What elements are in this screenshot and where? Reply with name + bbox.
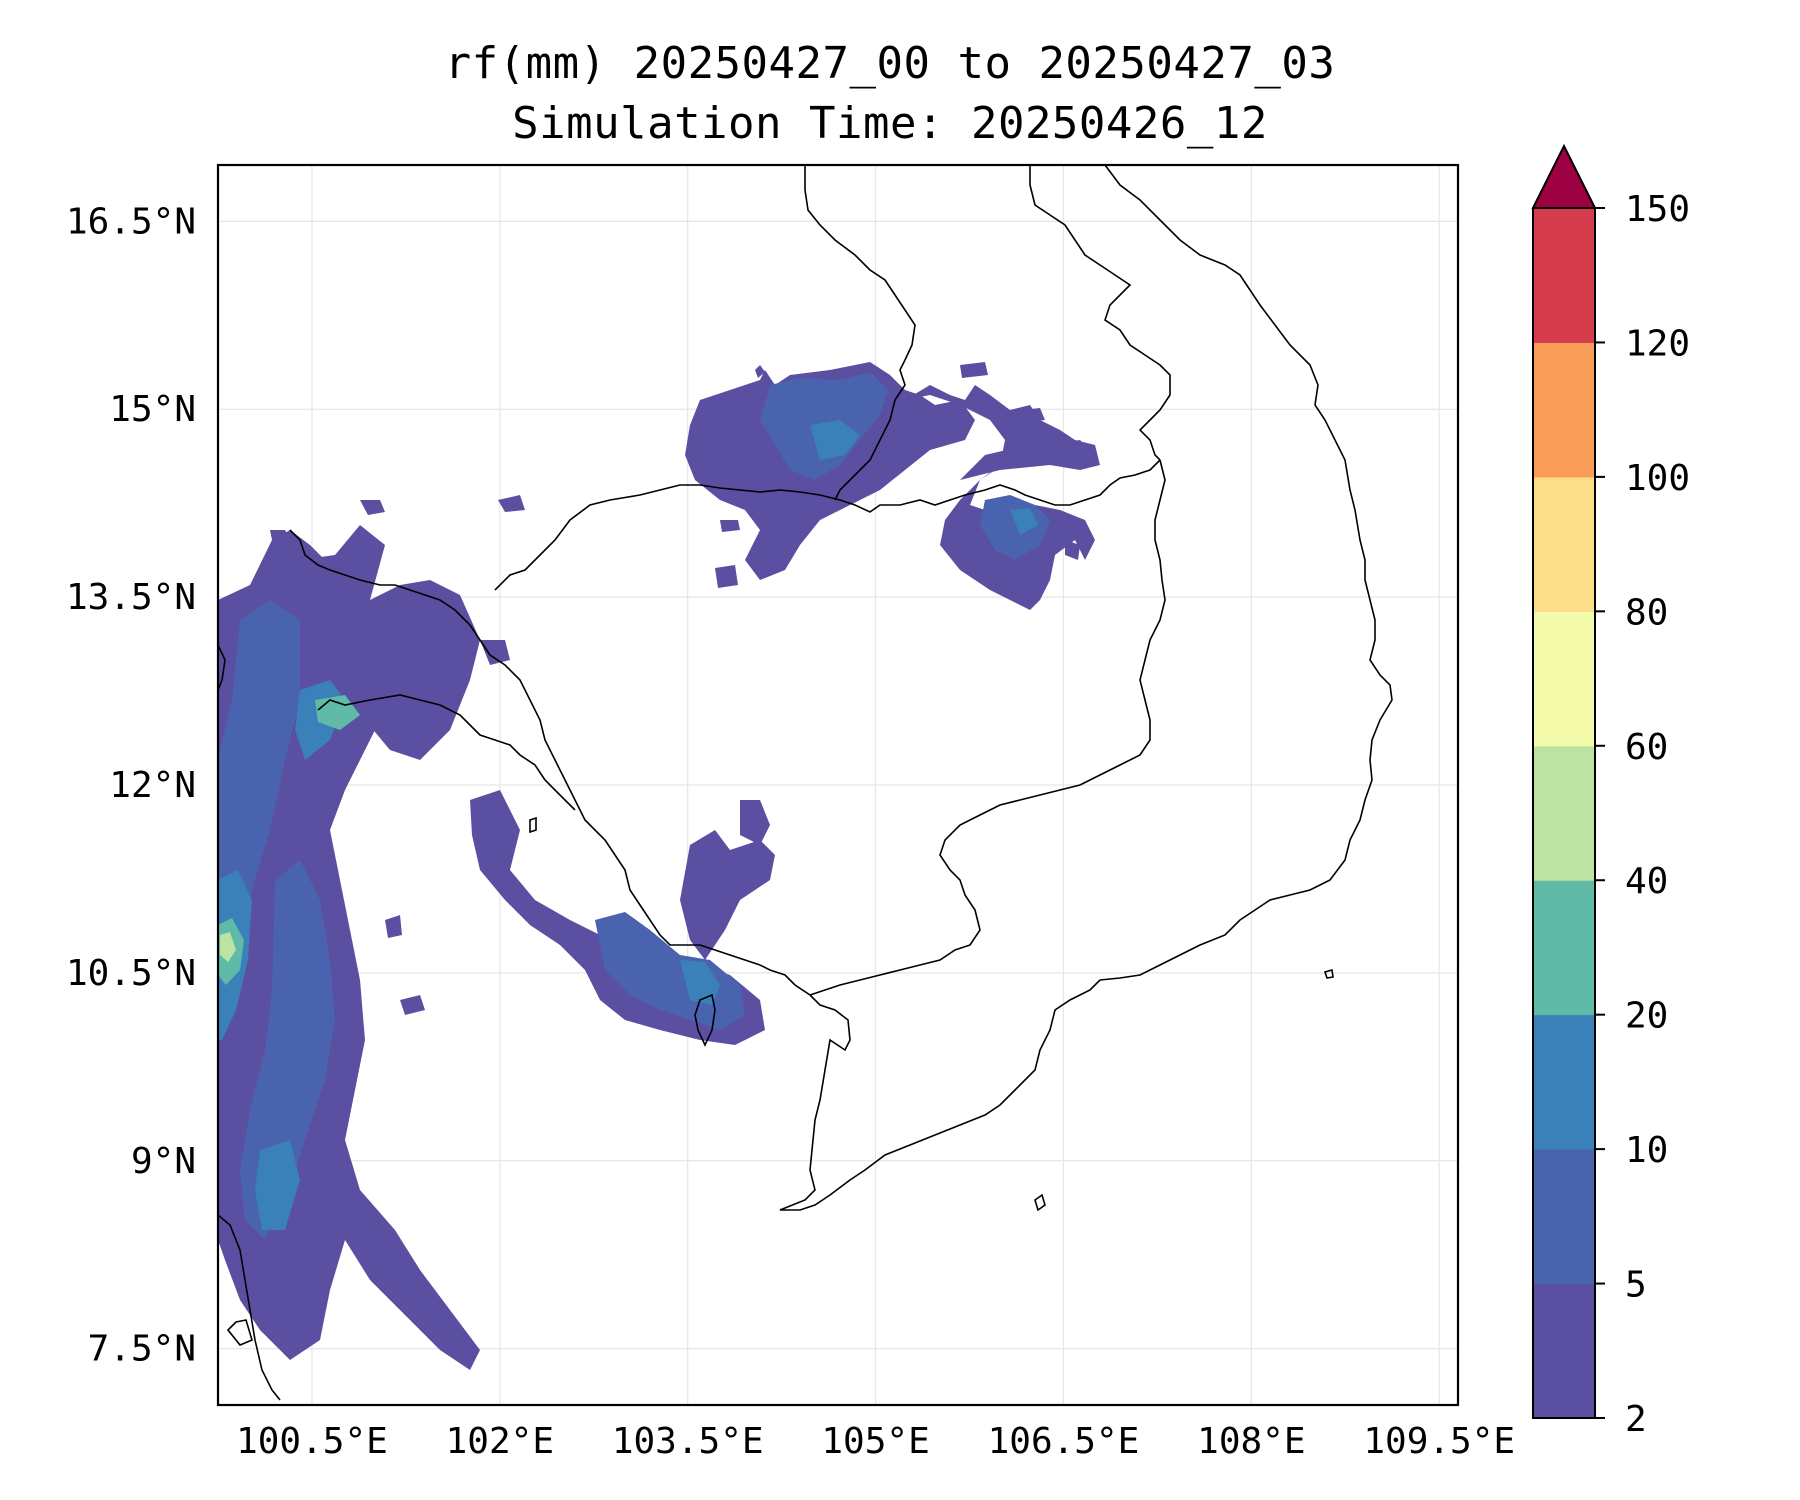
colorbar-frame [1532, 208, 1596, 1419]
lon-tick-label: 103.5°E [612, 1421, 764, 1462]
colorbar-tick-label: 2 [1625, 1399, 1647, 1440]
colorbar-segment [1533, 611, 1595, 747]
rain-area-north-core-4 [1010, 508, 1038, 535]
coastline-mekong-delta [759, 964, 1101, 1211]
lat-tick-label: 13.5°N [66, 577, 196, 618]
lon-tick-label: 109.5°E [1363, 1421, 1515, 1462]
island-con-son [1034, 1193, 1046, 1212]
coastline-malay-peninsula [218, 1214, 281, 1401]
colorbar-extend-max [1531, 143, 1597, 209]
map-frame [216, 163, 1460, 1407]
rain-area-gulf-ne [740, 800, 770, 845]
rain-area-north-2 [905, 385, 1100, 610]
border-cambodia-north [494, 459, 1161, 591]
island-small-1 [1323, 968, 1334, 979]
lon-tick-label: 105°E [821, 1421, 929, 1462]
rain-blob-4 [498, 495, 525, 512]
rain-blob-7 [960, 362, 988, 378]
lat-tick-label: 16.5°N [66, 201, 196, 242]
rain-blob-3 [360, 500, 385, 515]
colorbar-tick-label: 100 [1625, 458, 1690, 499]
lat-tick-label: 15°N [109, 389, 196, 430]
colorbar-segment [1533, 1149, 1595, 1285]
colorbar-segment [1533, 476, 1595, 612]
island-small-2 [529, 816, 537, 834]
colorbar-tick-label: 40 [1625, 861, 1668, 902]
lon-tick-label: 100.5°E [236, 1421, 388, 1462]
colorbar-segment [1533, 1014, 1595, 1150]
rain-area-north-core-2 [980, 495, 1050, 560]
rain-area-gulf-north [680, 830, 775, 960]
rain-blob-8 [1022, 408, 1045, 422]
colorbar-tick-label: 120 [1625, 323, 1690, 364]
colorbar-segment [1533, 880, 1595, 1016]
colorbar-tick-label: 60 [1625, 727, 1668, 768]
lon-tick-label: 106.5°E [988, 1421, 1140, 1462]
rain-blob-2 [480, 640, 510, 665]
rain-blob-11 [385, 915, 402, 938]
colorbar: 2 5 10 20 40 60 80 100 120 150 [1531, 143, 1690, 1440]
rain-area-north-core-3 [810, 420, 860, 460]
precipitation-fills [218, 362, 1100, 1370]
rain-area-west-core-8 [255, 1140, 300, 1230]
rain-area-west-core-2 [240, 860, 335, 1240]
lat-tick-label: 9°N [131, 1141, 196, 1182]
border-thailand-laos [804, 165, 916, 501]
lat-tick-label: 12°N [109, 765, 196, 806]
rain-blob-6 [1065, 540, 1080, 560]
coastline-thailand-west [218, 644, 226, 691]
border-laos-vietnam [1029, 165, 1171, 461]
rain-area-gulf-core-2 [680, 960, 720, 1005]
colorbar-segment [1533, 1283, 1595, 1419]
island-phu-quoc [694, 993, 716, 1047]
colorbar-tick-label: 150 [1625, 189, 1690, 230]
rain-blob-1 [415, 590, 460, 630]
rain-area-ne-strip [960, 440, 1095, 480]
coastlines-borders [218, 165, 1393, 1401]
gridlines [218, 165, 1458, 1405]
rain-blob-10 [400, 995, 425, 1015]
colorbar-tick-label: 80 [1625, 592, 1668, 633]
colorbar-tick-label: 20 [1625, 996, 1668, 1037]
axis-ticks: 100.5°E 102°E 103.5°E 105°E 106.5°E 108°E 109.… [66, 201, 1515, 1462]
colorbar-tick-label: 10 [1625, 1130, 1668, 1171]
rain-blob-12 [720, 520, 740, 532]
rain-blob-5 [715, 565, 738, 588]
lat-tick-label: 10.5°N [66, 953, 196, 994]
rain-area-west-core-6 [220, 932, 236, 962]
coastline-gulf-cambodia [289, 529, 761, 966]
coastline-vietnam-east [1099, 165, 1393, 981]
border-cambodia-vietnam [809, 459, 1166, 996]
colorbar-tick-label: 5 [1625, 1265, 1647, 1306]
lon-tick-label: 102°E [446, 1421, 554, 1462]
colorbar-segment [1533, 745, 1595, 881]
border-thailand-cambodia [317, 694, 576, 811]
colorbar-segment [1533, 208, 1595, 343]
colorbar-segment [1533, 342, 1595, 478]
lon-tick-label: 108°E [1197, 1421, 1305, 1462]
lat-tick-label: 7.5°N [88, 1329, 196, 1370]
rain-blob-9 [755, 365, 765, 378]
chart-title: rf(mm) 20250427_00 to 20250427_03 [444, 38, 1336, 89]
chart-subtitle: Simulation Time: 20250426_12 [512, 98, 1268, 149]
coastline-malaysia-se [226, 1319, 253, 1346]
